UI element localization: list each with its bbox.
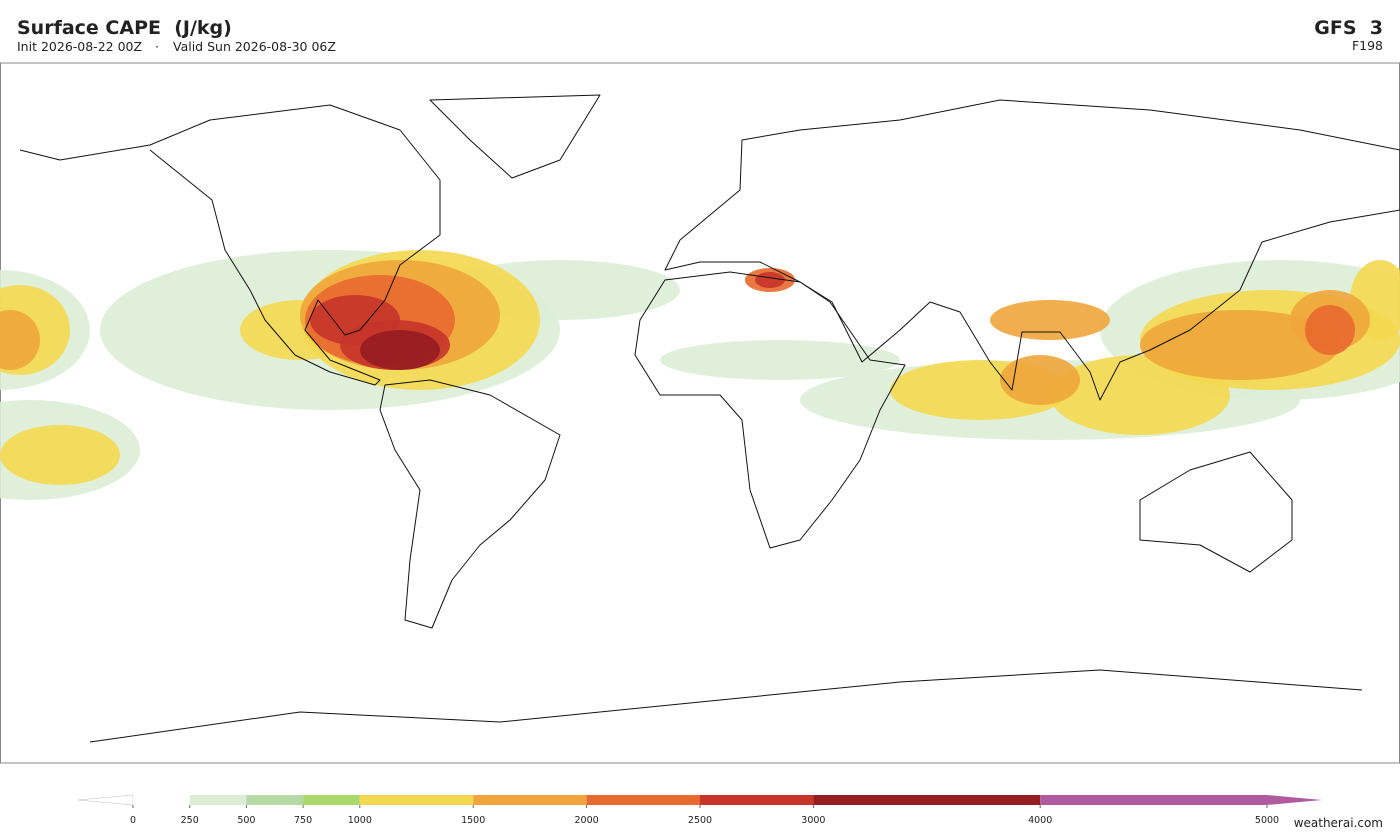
colorbar-tick-label: 0 xyxy=(130,815,136,826)
cape-area xyxy=(660,340,900,380)
colorbar-bin xyxy=(189,795,247,805)
colorbar-tick-label: 3000 xyxy=(801,815,825,826)
australia xyxy=(1139,451,1293,573)
forecast-hour: F198 xyxy=(1352,38,1383,53)
colorbar-bin xyxy=(473,795,587,805)
cape-area xyxy=(0,425,120,485)
south-america xyxy=(379,379,561,629)
cape-area xyxy=(1140,310,1340,380)
map xyxy=(0,62,1400,764)
colorbar-tick-label: 2500 xyxy=(688,815,712,826)
colorbar-under xyxy=(77,794,134,806)
eurasia xyxy=(664,99,1400,401)
colorbar-over xyxy=(1267,795,1322,805)
colorbar-tick-label: 1500 xyxy=(461,815,485,826)
colorbar-tick-label: 500 xyxy=(237,815,255,826)
colorbar-bin xyxy=(700,795,814,805)
model-name: GFS 3 xyxy=(1314,17,1383,39)
antarctica xyxy=(89,669,1363,743)
colorbar-bin xyxy=(1040,795,1267,805)
cape-area xyxy=(755,272,785,288)
africa xyxy=(634,271,906,549)
colorbar-tick-label: 4000 xyxy=(1028,815,1052,826)
colorbar-bin xyxy=(133,795,190,805)
colorbar-tick-label: 5000 xyxy=(1255,815,1279,826)
init-time: Init 2026-08-22 00Z xyxy=(17,39,142,54)
colorbar-tick-label: 250 xyxy=(181,815,199,826)
colorbar-bin xyxy=(813,795,1041,805)
cape-area xyxy=(990,300,1110,340)
colorbar-tick-label: 1000 xyxy=(348,815,372,826)
title: Surface CAPE (J/kg) xyxy=(17,17,232,39)
colorbar-bin xyxy=(586,795,700,805)
colorbar-bin xyxy=(359,795,474,805)
colorbar-tick-label: 750 xyxy=(294,815,312,826)
separator: · xyxy=(155,39,159,54)
greenland xyxy=(429,94,601,179)
credit: weatherai.com xyxy=(1294,816,1383,830)
cape-area xyxy=(1000,355,1080,405)
cape-field xyxy=(0,250,1400,500)
colorbar-tick-label: 2000 xyxy=(575,815,599,826)
colorbar: 0 250 500 750 1000 1500 2000 2500 3000 4000 5000 xyxy=(77,794,1322,826)
coastlines xyxy=(19,94,1400,743)
valid-time: Valid Sun 2026-08-30 06Z xyxy=(173,39,336,54)
cape-area xyxy=(0,310,40,370)
north-america xyxy=(19,104,441,386)
colorbar-bin xyxy=(303,795,360,805)
colorbar-bin xyxy=(246,795,304,805)
cape-area xyxy=(360,330,440,370)
cape-area xyxy=(1305,305,1355,355)
